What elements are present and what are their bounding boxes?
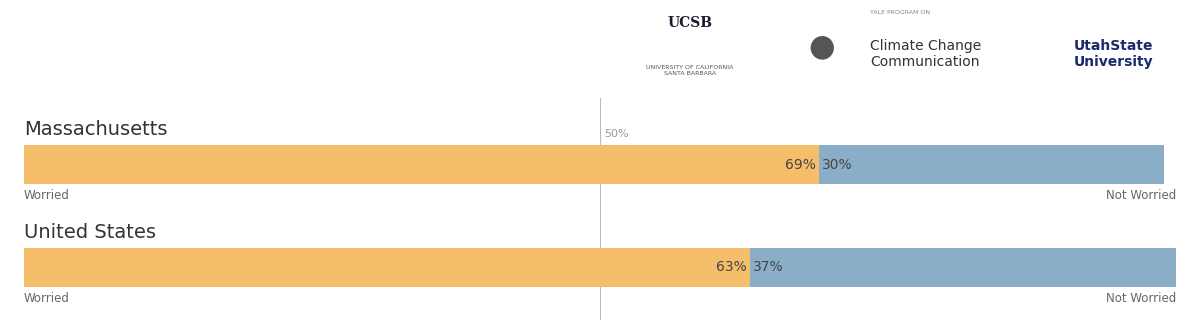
Text: United States: United States: [24, 223, 156, 242]
Text: Climate Change
Communication: Climate Change Communication: [870, 39, 982, 69]
Text: Worried: Worried: [24, 189, 70, 202]
Text: 50%: 50%: [605, 129, 629, 139]
Text: YALE PROGRAM ON: YALE PROGRAM ON: [870, 10, 930, 15]
Text: Not Worried: Not Worried: [1105, 189, 1176, 202]
Text: 37%: 37%: [754, 260, 784, 274]
Text: Massachusetts: Massachusetts: [24, 120, 168, 139]
Bar: [750, 248, 1176, 287]
Text: 30%: 30%: [822, 158, 853, 172]
Text: Worried: Worried: [24, 292, 70, 305]
Bar: [24, 248, 750, 287]
Text: 69%: 69%: [785, 158, 816, 172]
Bar: [24, 145, 818, 184]
Bar: [818, 145, 1164, 184]
Text: UNIVERSITY OF CALIFORNIA
SANTA BARBARA: UNIVERSITY OF CALIFORNIA SANTA BARBARA: [647, 65, 733, 75]
Text: Not Worried: Not Worried: [1105, 292, 1176, 305]
Text: UtahState
University: UtahState University: [1074, 39, 1153, 69]
Text: 63%: 63%: [715, 260, 746, 274]
Text: ●: ●: [809, 32, 835, 62]
Text: UCSB: UCSB: [667, 16, 713, 30]
